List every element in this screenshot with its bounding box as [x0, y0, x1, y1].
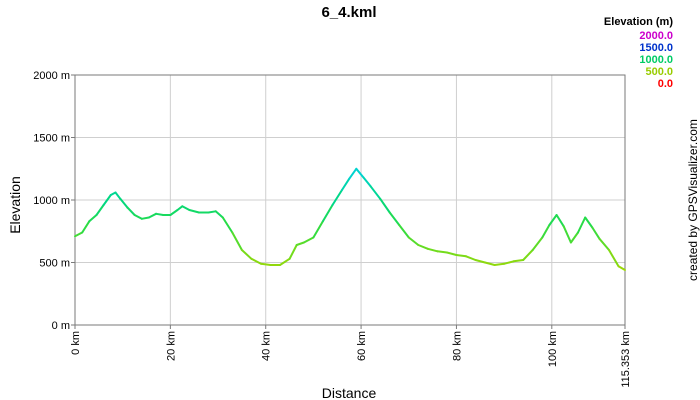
elevation-segment [436, 250, 448, 254]
x-tick-label: 60 km [356, 331, 368, 361]
elevation-segment [584, 216, 594, 229]
elevation-segment [155, 212, 165, 216]
elevation-segment [312, 220, 324, 239]
elevation-segment [302, 236, 315, 244]
x-tick-label: 115.353 km [620, 331, 632, 388]
elevation-segment [279, 257, 291, 266]
x-tick-label: 20 km [165, 331, 177, 361]
x-axis-ticks: 0 km 20 km 40 km 60 km 80 km 100 km 115.353 km [70, 325, 632, 388]
elevation-segment [221, 216, 234, 234]
elevation-segment [474, 259, 486, 264]
legend-entry: 0.0 [658, 78, 673, 90]
elevation-segment [114, 191, 122, 200]
elevation-segment [617, 265, 626, 271]
elevation-segment [355, 167, 365, 179]
x-tick-label: 80 km [451, 331, 463, 361]
elevation-segment [369, 185, 382, 200]
elevation-segment [388, 211, 401, 226]
elevation-segment [398, 224, 410, 239]
elevation-segment [231, 231, 243, 251]
elevation-segment [74, 231, 84, 238]
y-tick-label: 1000 m [33, 195, 70, 207]
elevation-segment [147, 212, 158, 219]
elevation-segment [379, 197, 391, 214]
elevation-segment [598, 237, 610, 251]
x-tick-label: 0 km [70, 331, 82, 355]
legend-title: Elevation (m) [604, 16, 673, 28]
x-tick-label: 100 km [547, 331, 559, 367]
y-axis-label: Elevation [7, 176, 23, 234]
elevation-segment [531, 236, 544, 251]
elevation-segment [176, 205, 184, 211]
elevation-segment [465, 255, 477, 261]
y-tick-label: 500 m [39, 258, 70, 270]
grid-layer [74, 74, 626, 326]
credit-text: created by GPSVisualizer.com [686, 119, 700, 281]
elevation-segment [341, 177, 351, 191]
elevation-segment [555, 214, 565, 228]
elevation-segment [119, 197, 129, 209]
elevation-segment [88, 214, 98, 223]
elevation-segment [140, 216, 150, 220]
elevation-segment [188, 209, 200, 214]
elevation-segment [591, 226, 601, 240]
legend-entry: 1000.0 [639, 54, 673, 66]
elevation-segment [331, 189, 343, 206]
elevation-segment [503, 260, 515, 265]
elevation-segment [81, 220, 91, 234]
elevation-segment [250, 257, 262, 265]
elevation-segment [426, 247, 439, 253]
elevation-segment [348, 167, 358, 180]
legend-entry: 2000.0 [639, 30, 673, 42]
y-tick-label: 0 m [52, 320, 70, 332]
elevation-segment [417, 244, 429, 250]
elevation-segment [260, 262, 272, 266]
elevation-segment [95, 204, 105, 216]
elevation-segment [288, 244, 298, 260]
y-axis-ticks: 0 m 500 m 1000 m 1500 m 2000 m [33, 70, 75, 332]
elevation-segment [207, 210, 217, 214]
elevation-segment [295, 241, 305, 246]
elevation-segment [181, 205, 191, 211]
elevation-segment [484, 261, 496, 266]
y-tick-label: 2000 m [33, 70, 70, 82]
elevation-segment [562, 225, 572, 244]
x-tick-label: 40 km [261, 331, 273, 361]
elevation-segment [445, 251, 458, 256]
elevation-segment [169, 209, 179, 216]
elevation-segment [577, 216, 587, 234]
elevation-segment [102, 194, 112, 206]
elevation-segment [512, 259, 525, 263]
elevation-segment [493, 262, 506, 266]
elevation-segment [407, 236, 420, 246]
chart-title: 6_4.kml [321, 4, 376, 21]
elevation-segment [522, 249, 534, 261]
elevation-segment [126, 206, 136, 216]
x-axis-label: Distance [322, 385, 377, 400]
elevation-segment [362, 176, 372, 188]
elevation-segment [214, 210, 224, 219]
elevation-segment [321, 204, 334, 223]
elevation-segment [569, 231, 579, 244]
y-tick-label: 1500 m [33, 133, 70, 145]
elevation-segment [133, 214, 143, 220]
elevation-segment [608, 249, 620, 268]
elevation-segment [455, 254, 467, 258]
elevation-profile [74, 167, 626, 271]
elevation-segment [548, 214, 558, 226]
elevation-segment [240, 249, 253, 260]
legend-entry: 1500.0 [639, 42, 673, 54]
legend-entry: 500.0 [645, 66, 673, 78]
elevation-segment [541, 224, 551, 239]
